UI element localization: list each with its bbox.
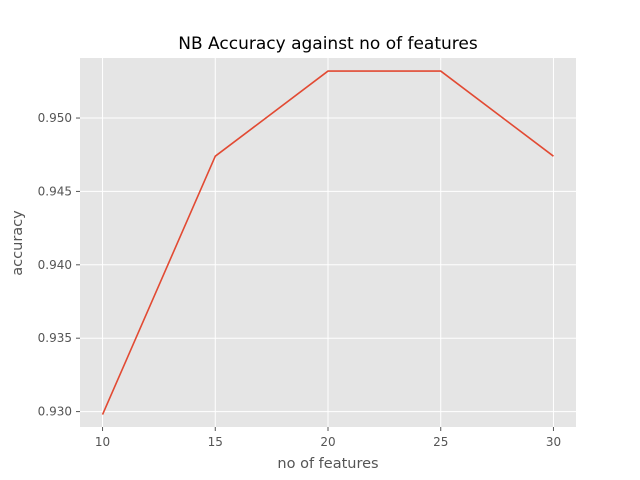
y-tick-label: 0.950 bbox=[38, 111, 72, 125]
chart-title: NB Accuracy against no of features bbox=[178, 34, 478, 54]
x-tick-label: 30 bbox=[546, 435, 561, 449]
x-tick-label: 25 bbox=[433, 435, 448, 449]
y-tick-label: 0.945 bbox=[38, 184, 72, 198]
grid bbox=[80, 58, 576, 427]
x-tick-label: 20 bbox=[320, 435, 335, 449]
x-tick-label: 15 bbox=[208, 435, 223, 449]
y-tick-label: 0.940 bbox=[38, 258, 72, 272]
series-line bbox=[101, 70, 554, 415]
x-axis-label: no of features bbox=[277, 456, 378, 472]
y-axis-label: accuracy bbox=[10, 210, 26, 276]
tick-layer: 10 15 20 25 30 0.930 0.935 0.940 0.945 0.950 bbox=[38, 111, 561, 449]
x-tick-label: 10 bbox=[95, 435, 110, 449]
series-layer bbox=[101, 70, 554, 415]
y-tick-label: 0.930 bbox=[38, 405, 72, 419]
y-tick-label: 0.935 bbox=[38, 331, 72, 345]
